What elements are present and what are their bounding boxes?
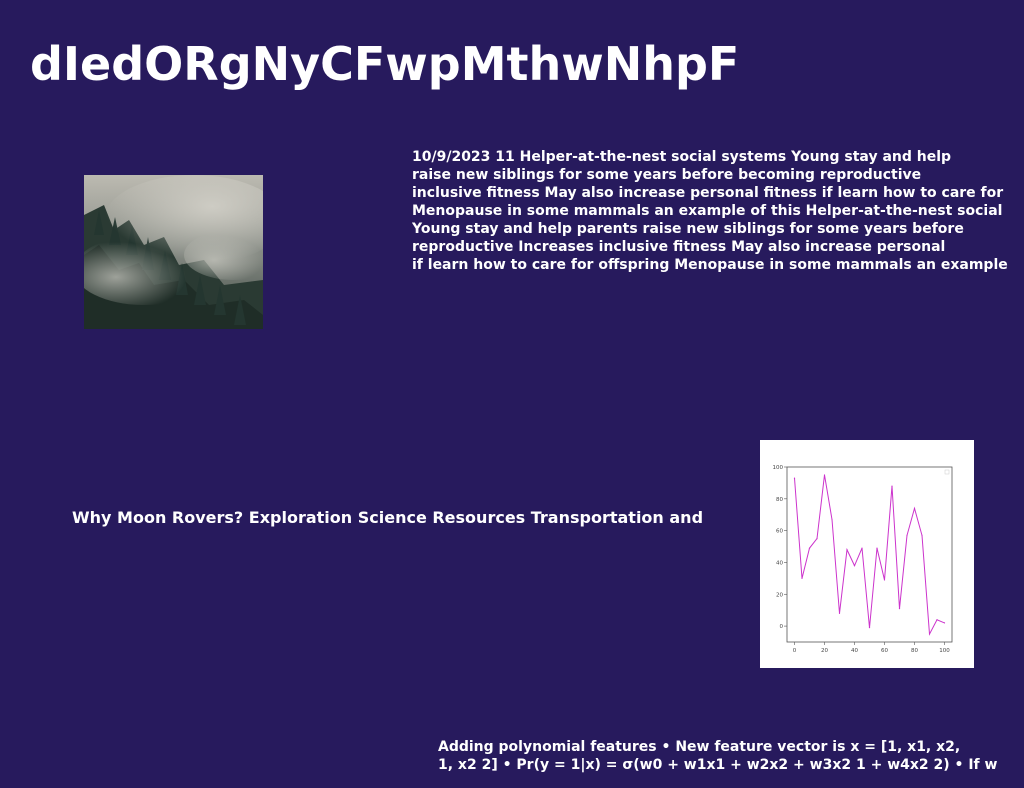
y-tick-label: 80 xyxy=(776,497,783,503)
line-chart-svg: 0 20 40 60 80 100 0 20 40 60 80 100 xyxy=(773,465,953,654)
text-line: 1, x2 2] • Pr(y = 1|x) = σ(w0 + w1x1 + w… xyxy=(438,757,998,773)
data-point xyxy=(853,565,856,567)
text-line: raise new siblings for some years before… xyxy=(412,167,922,183)
y-tick-label: 100 xyxy=(773,465,784,471)
data-point xyxy=(838,612,841,614)
data-point xyxy=(831,518,833,521)
legend-box xyxy=(944,469,950,475)
data-point xyxy=(808,547,811,549)
text-line: Young stay and help parents raise new si… xyxy=(412,221,964,237)
data-point xyxy=(861,547,863,549)
x-tick-label: 0 xyxy=(793,648,797,654)
x-tick-label: 80 xyxy=(911,648,918,654)
slide-title: dIedORgNyCFwpMthwNhpF xyxy=(30,37,740,91)
data-point xyxy=(898,607,901,610)
data-point xyxy=(913,507,916,509)
data-point xyxy=(928,633,931,635)
line-chart: 0 20 40 60 80 100 0 20 40 60 80 100 xyxy=(760,440,974,668)
data-point xyxy=(906,534,908,537)
text-line: 10/9/2023 11 Helper-at-the-nest social s… xyxy=(412,149,952,165)
text-line: inclusive fitness May also increase pers… xyxy=(412,185,1004,201)
data-point xyxy=(846,549,848,551)
y-tick-label: 0 xyxy=(780,624,784,630)
x-tick-label: 20 xyxy=(821,648,828,654)
y-tick-label: 60 xyxy=(776,529,783,535)
data-point xyxy=(943,622,946,624)
x-tick-label: 60 xyxy=(881,648,888,654)
data-point xyxy=(876,547,878,549)
data-point xyxy=(891,485,893,487)
series-line xyxy=(794,474,945,636)
x-tick-label: 40 xyxy=(851,648,858,654)
text-line: if learn how to care for offspring Menop… xyxy=(412,257,1008,273)
x-tick-label: 100 xyxy=(939,648,950,654)
foggy-forest-photo xyxy=(84,175,263,329)
y-tick-label: 20 xyxy=(776,592,783,598)
plot-frame xyxy=(786,466,953,643)
data-point xyxy=(936,619,938,621)
body-text-helper-at-the-nest: 10/9/2023 11 Helper-at-the-nest social s… xyxy=(412,148,1024,278)
subtitle-moon-rovers: Why Moon Rovers? Exploration Science Res… xyxy=(72,508,704,527)
text-line: reproductive Increases inclusive fitness… xyxy=(412,239,946,255)
data-point xyxy=(793,477,796,479)
data-point xyxy=(801,577,803,579)
data-point xyxy=(816,537,818,540)
data-point xyxy=(883,579,886,581)
body-text-polynomial-features: Adding polynomial features • New feature… xyxy=(438,738,998,774)
data-point xyxy=(868,627,871,629)
text-line: Menopause in some mammals an example of … xyxy=(412,203,1003,219)
data-point xyxy=(823,474,826,476)
data-point xyxy=(921,534,923,537)
y-tick-label: 40 xyxy=(776,560,783,566)
text-line: Adding polynomial features • New feature… xyxy=(438,739,961,755)
